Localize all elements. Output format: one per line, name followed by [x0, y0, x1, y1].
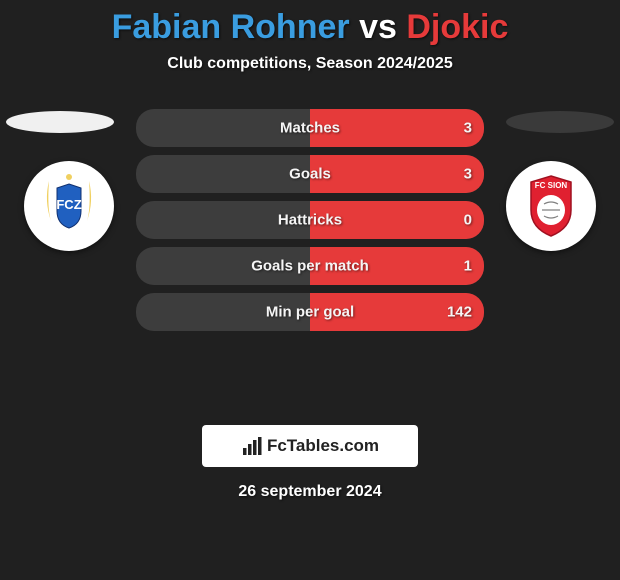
- player1-marker: [6, 111, 114, 133]
- stat-label: Goals: [289, 166, 331, 183]
- player2-name: Djokic: [406, 8, 508, 46]
- stat-row: 3 Goals: [136, 155, 484, 193]
- stat-value-right: 0: [464, 212, 472, 229]
- stat-row: 1 Goals per match: [136, 247, 484, 285]
- club-logo-right: FC SION: [506, 161, 596, 251]
- stat-row: 142 Min per goal: [136, 293, 484, 331]
- stat-value-right: 142: [447, 304, 472, 321]
- stat-value-right: 3: [464, 120, 472, 137]
- stat-label: Hattricks: [278, 212, 342, 229]
- comparison-area: FCZ FC SION 3 Matches 3 Goals 0 Hattricks 1 Goa…: [0, 109, 620, 409]
- player1-name: Fabian Rohner: [112, 8, 350, 46]
- stat-fill-right: [310, 155, 484, 193]
- stat-row: 3 Matches: [136, 109, 484, 147]
- stat-label: Goals per match: [251, 258, 369, 275]
- stat-value-right: 3: [464, 166, 472, 183]
- brand-box: FcTables.com: [202, 425, 418, 467]
- vs-text: vs: [359, 8, 397, 46]
- brand-text: FcTables.com: [267, 436, 379, 456]
- svg-text:FCZ: FCZ: [56, 197, 81, 212]
- stat-value-right: 1: [464, 258, 472, 275]
- page-title: Fabian Rohner vs Djokic: [0, 0, 620, 47]
- subtitle: Club competitions, Season 2024/2025: [0, 55, 620, 73]
- fcz-badge-icon: FCZ: [29, 166, 109, 246]
- stat-row: 0 Hattricks: [136, 201, 484, 239]
- stat-label: Matches: [280, 120, 340, 137]
- bars-icon: [241, 435, 263, 457]
- player2-marker: [506, 111, 614, 133]
- stat-rows: 3 Matches 3 Goals 0 Hattricks 1 Goals per match…: [136, 109, 484, 339]
- footer-date: 26 september 2024: [0, 483, 620, 501]
- sion-badge-icon: FC SION: [511, 166, 591, 246]
- club-logo-left: FCZ: [24, 161, 114, 251]
- stat-label: Min per goal: [266, 304, 354, 321]
- svg-text:FC SION: FC SION: [535, 181, 568, 190]
